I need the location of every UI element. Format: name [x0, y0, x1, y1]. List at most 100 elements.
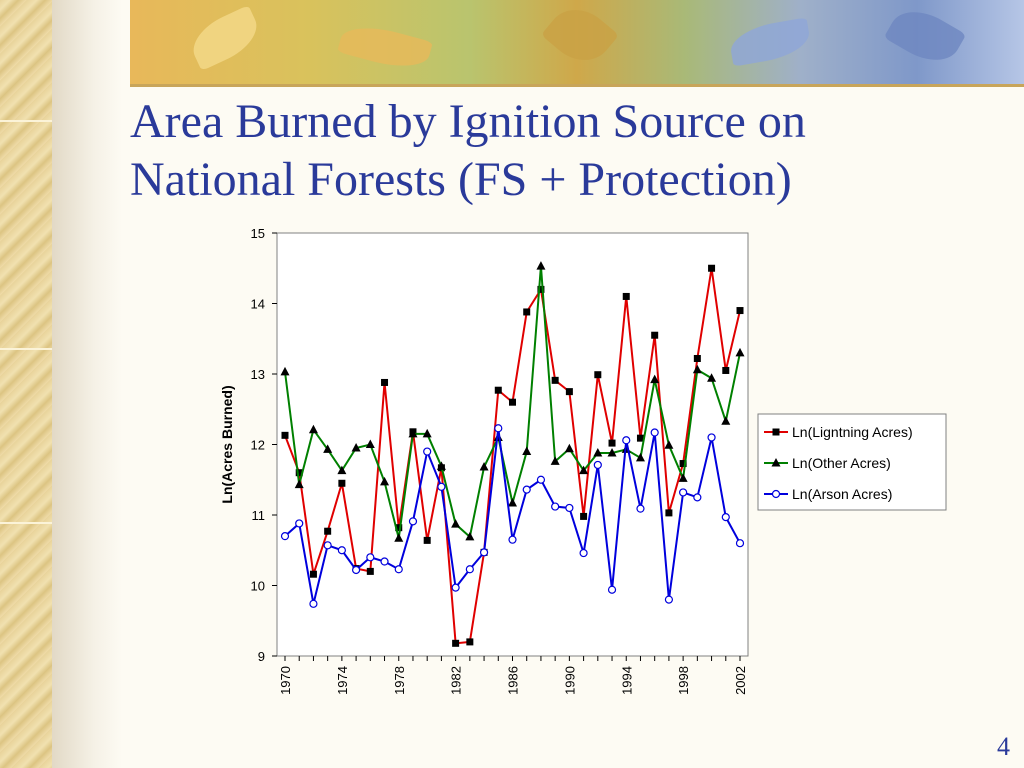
slide-title-line-1: Area Burned by Ignition Source on	[130, 95, 806, 148]
data-point-series-2	[508, 498, 517, 507]
data-point-series-1	[452, 639, 460, 647]
data-point-series-1	[338, 479, 346, 487]
y-tick-label: 14	[251, 297, 265, 312]
data-point-series-2	[280, 366, 290, 376]
data-point-series-2	[308, 424, 318, 434]
data-point-series-2	[635, 452, 645, 462]
data-point-series-1	[381, 378, 389, 386]
legend-marker-3	[771, 489, 781, 499]
data-point-series-3	[380, 557, 389, 566]
data-point-series-2	[436, 461, 446, 470]
left-gradient-band	[52, 0, 122, 768]
data-point-series-2	[465, 531, 475, 541]
x-tick-label: 1990	[562, 666, 577, 695]
data-point-series-1	[523, 308, 531, 316]
data-point-series-2	[380, 476, 390, 486]
data-point-series-2	[550, 456, 560, 465]
data-point-series-3	[465, 565, 474, 574]
data-point-series-3	[323, 541, 332, 550]
banner-divider	[130, 84, 1024, 87]
data-point-series-1	[679, 460, 687, 468]
data-point-series-3	[437, 482, 446, 491]
y-tick-label: 15	[251, 226, 265, 241]
data-point-series-3	[551, 502, 560, 511]
data-point-series-2	[564, 443, 574, 453]
data-point-series-3	[295, 519, 304, 528]
data-point-series-1	[693, 354, 701, 362]
data-point-series-3	[650, 428, 659, 437]
y-axis-label: Ln(Acres Burned)	[219, 385, 235, 503]
data-point-series-3	[280, 532, 290, 541]
data-point-series-1	[494, 386, 502, 394]
data-point-series-3	[309, 599, 318, 608]
data-point-series-1	[366, 567, 374, 575]
data-point-series-2	[522, 446, 532, 456]
data-point-series-3	[451, 583, 460, 592]
data-point-series-1	[537, 285, 545, 293]
data-point-series-1	[651, 331, 659, 339]
data-point-series-1	[636, 434, 644, 442]
data-point-series-2	[365, 439, 375, 448]
data-point-series-3	[508, 535, 517, 544]
data-point-series-3	[351, 565, 361, 575]
y-tick-label: 9	[258, 649, 265, 664]
data-point-series-2	[294, 479, 304, 489]
data-point-series-2	[707, 373, 717, 382]
data-point-series-1	[665, 509, 673, 517]
data-point-series-1	[580, 512, 588, 520]
data-point-series-2	[337, 465, 347, 475]
data-point-series-1	[722, 366, 730, 374]
data-point-series-3	[679, 488, 688, 497]
data-point-series-2	[650, 374, 660, 384]
data-point-series-3	[479, 548, 489, 557]
plot-area	[276, 232, 749, 657]
data-point-series-1	[466, 638, 474, 646]
data-point-series-2	[593, 447, 603, 457]
x-tick-label: 2002	[733, 666, 748, 695]
data-point-series-3	[394, 565, 403, 574]
x-tick-label: 1974	[335, 666, 350, 695]
data-point-series-2	[479, 462, 489, 471]
data-point-series-3	[735, 539, 745, 548]
data-point-series-2	[579, 465, 589, 475]
data-point-series-3	[607, 585, 617, 594]
data-point-series-1	[309, 570, 317, 578]
data-point-series-2	[422, 428, 432, 438]
y-tick-label: 13	[251, 367, 265, 382]
data-point-series-3	[707, 433, 716, 442]
data-point-series-3	[366, 553, 375, 562]
data-point-series-2	[451, 519, 461, 528]
legend-label-3: Ln(Arson Acres)	[792, 486, 892, 502]
data-point-series-2	[664, 440, 674, 449]
left-decorative-strip	[0, 0, 52, 768]
data-point-series-1	[594, 371, 602, 379]
data-point-series-2	[536, 261, 546, 270]
data-point-series-3	[408, 517, 418, 526]
data-point-series-2	[351, 443, 361, 452]
data-point-series-2	[323, 444, 333, 453]
data-point-series-1	[324, 527, 332, 535]
legend-marker-1	[772, 428, 780, 436]
data-point-series-3	[423, 447, 432, 456]
data-point-series-3	[494, 424, 503, 433]
data-point-series-3	[636, 504, 645, 513]
data-point-series-2	[735, 347, 745, 357]
data-point-series-1	[736, 307, 744, 315]
data-point-series-1	[622, 292, 630, 300]
legend-label-1: Ln(Ligntning Acres)	[792, 424, 913, 440]
legend-marker-2	[771, 458, 781, 467]
data-point-series-2	[607, 447, 617, 457]
data-point-series-2	[394, 533, 404, 542]
page-number: 4	[997, 732, 1010, 761]
data-point-series-3	[721, 513, 730, 522]
data-point-series-2	[678, 473, 688, 482]
header-banner-image	[130, 0, 1024, 86]
x-tick-label: 1986	[506, 666, 521, 695]
data-point-series-3	[536, 475, 546, 484]
x-tick-label: 1998	[676, 666, 691, 695]
data-point-series-1	[509, 398, 516, 406]
slide-title: Area Burned by Ignition Source on Nation…	[130, 93, 990, 209]
data-point-series-1	[295, 469, 303, 477]
data-point-series-1	[395, 524, 403, 532]
chart-svg: 9 10 11 12 13 14 15 1970 1974 1978 1982 1986 1990 199…	[219, 226, 947, 695]
